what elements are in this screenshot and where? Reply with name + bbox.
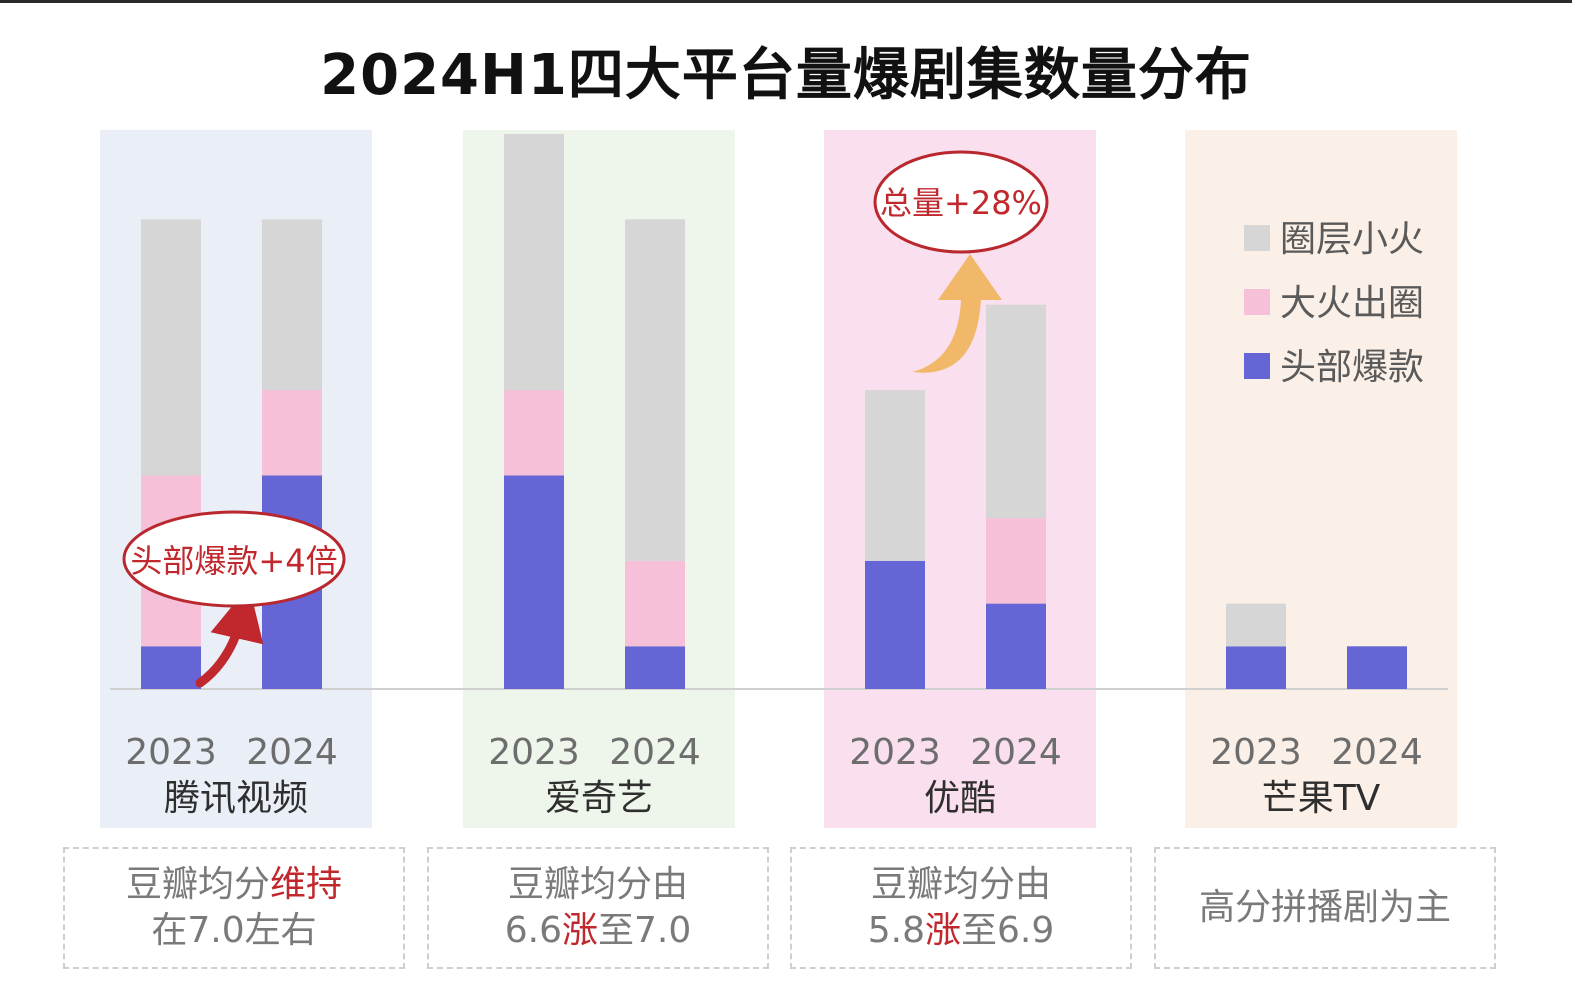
caption-highlight: 维持: [270, 864, 343, 905]
caption-box-tencent: 豆瓣均分维持 在7.0左右: [63, 847, 405, 969]
bar-segment: [504, 475, 564, 689]
annotation-text: 头部爆款+4倍: [130, 542, 337, 580]
bar-segment: [504, 390, 564, 476]
annotation-text: 总量+28%: [880, 184, 1042, 222]
chart-title: 2024H1四大平台量爆剧集数量分布: [320, 43, 1252, 108]
caption-box-youku: 豆瓣均分由 5.8涨至6.9: [790, 847, 1132, 969]
platform-panel: [463, 130, 735, 828]
caption-highlight: 涨: [561, 910, 598, 951]
caption-text: 5.8: [867, 910, 925, 951]
x-tick-label: 2024: [970, 732, 1062, 773]
platform-label: 腾讯视频: [164, 778, 308, 819]
bar-segment: [141, 646, 201, 689]
annotation-bubble: [873, 150, 1049, 254]
caption-text: 至7.0: [598, 910, 692, 951]
platform-label: 芒果TV: [1262, 778, 1381, 819]
x-tick-label: 2024: [246, 732, 338, 773]
legend-label: 圈层小火: [1280, 219, 1424, 260]
bar-segment: [504, 133, 564, 391]
platform-panel: [100, 130, 372, 828]
caption-text: 6.6: [504, 910, 562, 951]
bar-segment: [625, 219, 685, 561]
caption-text: 豆瓣均分由: [507, 864, 688, 905]
caption-text: 豆瓣均分: [125, 864, 270, 905]
bar-segment: [986, 304, 1046, 519]
annotation-arrow: [912, 254, 1002, 373]
legend-label: 大火出圈: [1280, 283, 1424, 324]
x-tick-label: 2024: [609, 732, 701, 773]
x-tick-label: 2023: [849, 732, 941, 773]
x-tick-label: 2023: [125, 732, 217, 773]
bar-segment: [625, 560, 685, 647]
bar-segment: [986, 603, 1046, 689]
bar-segment: [262, 219, 322, 391]
bar-segment: [141, 219, 201, 476]
caption-text: 豆瓣均分由: [870, 864, 1051, 905]
legend-swatch: [1244, 225, 1270, 251]
caption-text: 至6.9: [961, 910, 1055, 951]
x-tick-label: 2023: [1210, 732, 1302, 773]
top-border: [0, 0, 1572, 3]
bar-segment: [865, 390, 925, 561]
platform-label: 优酷: [924, 778, 996, 819]
legend-swatch: [1244, 289, 1270, 315]
caption-text: 高分拼播剧为主: [1198, 887, 1451, 928]
legend-label: 头部爆款: [1280, 347, 1424, 388]
annotation-bubble: [122, 510, 346, 608]
platform-label: 爱奇艺: [545, 778, 653, 819]
bar-segment: [865, 560, 925, 689]
platform-panel: [1185, 130, 1457, 828]
bar-segment: [1347, 646, 1407, 689]
legend-swatch: [1244, 353, 1270, 379]
annotation-arrow: [195, 585, 264, 688]
bar-segment: [1226, 646, 1286, 689]
caption-text: 在7.0左右: [151, 910, 317, 951]
caption-box-iqiyi: 豆瓣均分由 6.6涨至7.0: [427, 847, 769, 969]
bar-segment: [1226, 603, 1286, 647]
bar-segment: [262, 390, 322, 476]
x-tick-label: 2023: [488, 732, 580, 773]
caption-box-mango: 高分拼播剧为主: [1154, 847, 1496, 969]
x-tick-label: 2024: [1331, 732, 1423, 773]
caption-highlight: 涨: [924, 910, 961, 951]
bar-segment: [986, 518, 1046, 604]
bar-segment: [625, 646, 685, 689]
